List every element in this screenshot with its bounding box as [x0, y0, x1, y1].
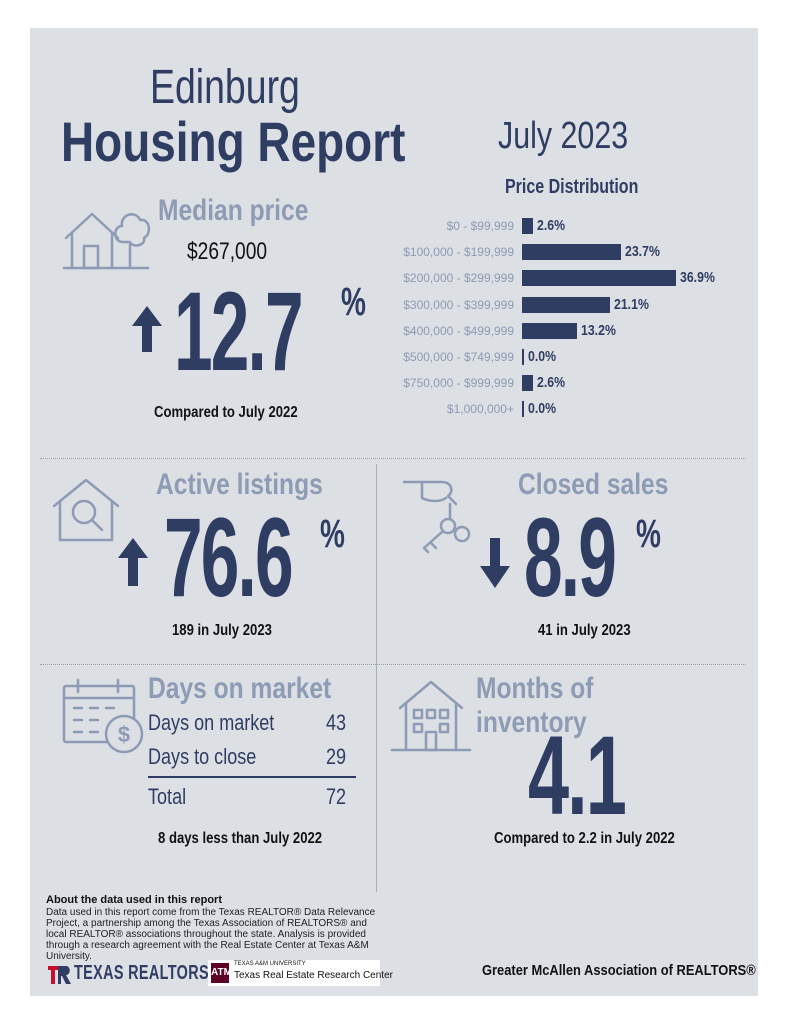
closed-sales-heading: Closed sales	[518, 468, 669, 501]
months-inventory-caption: Compared to 2.2 in July 2022	[494, 830, 675, 847]
association-name: Greater McAllen Association of REALTORS®	[482, 962, 756, 979]
calendar-money-icon: $	[62, 678, 144, 754]
active-listings-change: 76.6	[164, 495, 294, 620]
texas-realtors-logo-icon	[48, 966, 71, 984]
report-title: Housing Report	[61, 110, 406, 173]
about-text: Data used in this report come from the T…	[46, 907, 376, 962]
dist-category-label: $200,000 - $299,999	[403, 271, 514, 286]
dist-category-label: $100,000 - $199,999	[403, 245, 514, 260]
apartment-building-icon	[390, 680, 472, 752]
dist-bar	[522, 296, 611, 313]
dist-value-label: 36.9%	[680, 269, 715, 287]
city-title: Edinburg	[150, 61, 300, 114]
days-on-market-heading: Days on market	[148, 672, 332, 705]
tamu-seal-icon: ATM	[211, 963, 232, 983]
report-panel: Edinburg Housing Report July 2023 Median…	[30, 28, 758, 996]
svg-text:$: $	[118, 722, 130, 747]
down-arrow-icon	[480, 538, 510, 588]
dist-bar	[522, 375, 533, 392]
months-inventory-heading: Months of inventory	[476, 672, 594, 739]
up-arrow-icon	[132, 306, 162, 352]
median-price-change: 12.7	[174, 269, 304, 394]
dist-value-label: 2.6%	[536, 374, 565, 392]
dist-bar	[522, 218, 533, 234]
tamu-university-text: TEXAS A&M UNIVERSITY	[234, 961, 306, 967]
divider-1	[40, 458, 746, 459]
active-listings-heading: Active listings	[156, 468, 323, 501]
dist-bar	[522, 322, 578, 339]
price-distribution-title: Price Distribution	[505, 176, 639, 198]
report-month: July 2023	[498, 115, 629, 157]
closed-sales-pct-sign: %	[636, 512, 661, 556]
months-inventory-value: 4.1	[528, 713, 627, 838]
dist-bar	[522, 244, 621, 261]
house-tree-icon	[62, 212, 151, 270]
dist-category-label: $400,000 - $499,999	[403, 323, 514, 338]
tamu-logo: ATM TEXAS A&M UNIVERSITY Texas Real Esta…	[208, 960, 393, 986]
dist-value-label: 13.2%	[581, 321, 616, 339]
hand-keys-icon	[402, 480, 471, 554]
house-search-icon	[52, 478, 120, 542]
dist-category-label: $0 - $99,999	[446, 219, 514, 233]
dom-row-label-2: Days to close	[148, 744, 257, 769]
up-arrow-icon-2	[118, 538, 148, 586]
dist-value-label: 2.6%	[536, 217, 565, 234]
dist-value-label: 23.7%	[624, 243, 660, 261]
dom-total-rule	[148, 776, 356, 778]
dist-bar	[522, 270, 676, 287]
dom-row-value-2: 29	[326, 744, 347, 769]
days-on-market-caption: 8 days less than July 2022	[158, 830, 323, 847]
dist-category-label: $1,000,000+	[446, 402, 514, 417]
texas-realtors-logo-text: TEXAS REALTORS	[74, 962, 209, 984]
median-price-caption: Compared to July 2022	[154, 404, 298, 421]
dist-value-label: 21.1%	[614, 295, 649, 313]
dom-total-value: 72	[326, 784, 347, 809]
divider-2	[40, 664, 746, 665]
median-price-value: $267,000	[187, 238, 268, 265]
dist-category-label: $300,000 - $399,999	[403, 297, 514, 312]
closed-sales-caption: 41 in July 2023	[538, 622, 631, 639]
dom-total-label: Total	[148, 784, 187, 809]
dom-row-label-1: Days on market	[148, 710, 275, 735]
dist-category-label: $750,000 - $999,999	[403, 376, 514, 391]
dom-row-value-1: 43	[326, 710, 347, 735]
dist-value-label: 0.0%	[528, 400, 557, 418]
price-distribution-chart: $0 - $99,999 2.6% $100,000 - $199,999 23.7%…	[30, 28, 758, 448]
median-price-pct-sign: %	[341, 280, 366, 324]
dist-value-label: 0.0%	[528, 348, 557, 365]
active-listings-caption: 189 in July 2023	[172, 622, 272, 639]
dist-bar	[522, 349, 524, 365]
about-heading: About the data used in this report	[46, 894, 223, 906]
median-price-heading: Median price	[158, 194, 309, 227]
dist-bar	[522, 401, 524, 418]
active-listings-pct-sign: %	[320, 512, 345, 556]
column-divider	[376, 464, 377, 892]
tamu-center-text: Texas Real Estate Research Center	[234, 970, 393, 981]
dist-category-label: $500,000 - $749,999	[403, 350, 514, 364]
closed-sales-change: 8.9	[524, 495, 617, 620]
